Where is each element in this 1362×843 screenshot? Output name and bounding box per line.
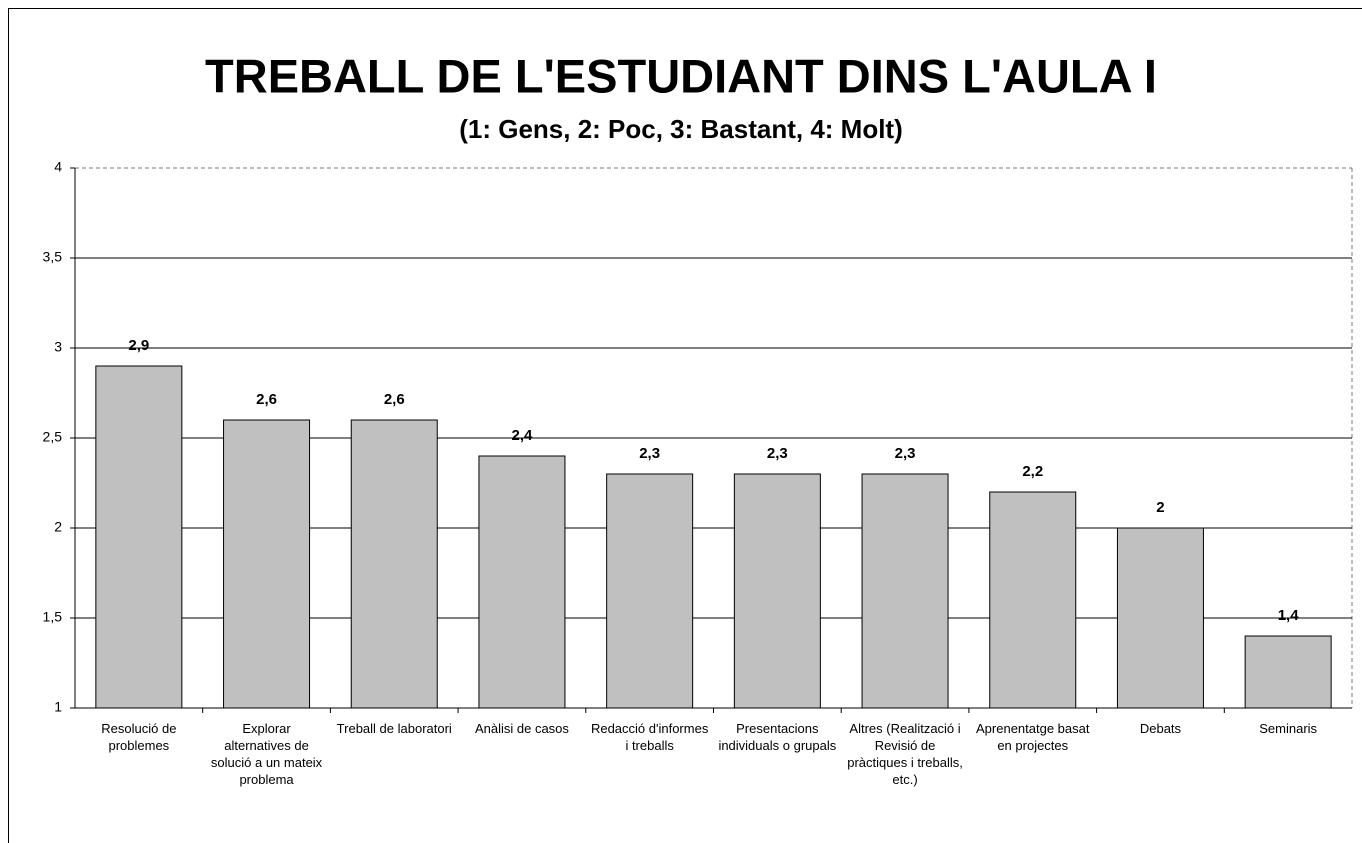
x-tick-label: Presentacions individuals o grupals	[718, 721, 836, 753]
x-tick-label: Seminaris	[1259, 721, 1317, 736]
bar	[861, 473, 949, 709]
data-label: 2,3	[639, 445, 660, 462]
x-tick-label: Explorar alternatives de solució a un mate…	[211, 721, 323, 787]
x-tick-label: Anàlisi de casos	[475, 721, 569, 736]
bar	[733, 473, 821, 709]
bar	[1116, 527, 1204, 709]
chart-subtitle: (1: Gens, 2: Poc, 3: Bastant, 4: Molt)	[459, 114, 903, 144]
x-tick-label: Debats	[1140, 721, 1182, 736]
data-label: 2,4	[512, 427, 534, 444]
data-label: 2,6	[256, 391, 277, 408]
bar	[223, 419, 311, 709]
x-tick-label: Aprenentatge basat en projectes	[976, 721, 1090, 753]
y-tick-label: 1,5	[43, 609, 63, 625]
data-label: 2,9	[128, 337, 149, 354]
data-label: 2,3	[767, 445, 788, 462]
bar	[1244, 635, 1332, 709]
data-label: 2	[1156, 499, 1164, 516]
data-label: 2,6	[384, 391, 405, 408]
y-tick-label: 1	[54, 699, 62, 715]
x-tick-label: Treball de laboratori	[337, 721, 452, 736]
bar	[989, 491, 1077, 709]
bar	[606, 473, 694, 709]
chart-border	[8, 8, 1362, 843]
chart-title: TREBALL DE L'ESTUDIANT DINS L'AULA I	[205, 49, 1157, 102]
y-tick-label: 3,5	[43, 249, 63, 265]
data-label: 2,3	[895, 445, 916, 462]
y-tick-label: 3	[54, 339, 62, 355]
x-tick-label: Redacció d'informes i treballs	[591, 721, 709, 753]
x-tick-label: Altres (Realització i Revisió de pràctique…	[847, 721, 963, 787]
y-tick-label: 4	[54, 159, 62, 175]
data-label: 1,4	[1278, 607, 1300, 624]
bar	[350, 419, 438, 709]
data-label: 2,2	[1022, 463, 1043, 480]
y-tick-label: 2,5	[43, 429, 63, 445]
x-tick-label: Resolució de problemes	[101, 721, 176, 753]
y-tick-label: 2	[54, 519, 62, 535]
bar	[478, 455, 566, 709]
bar	[95, 365, 183, 709]
